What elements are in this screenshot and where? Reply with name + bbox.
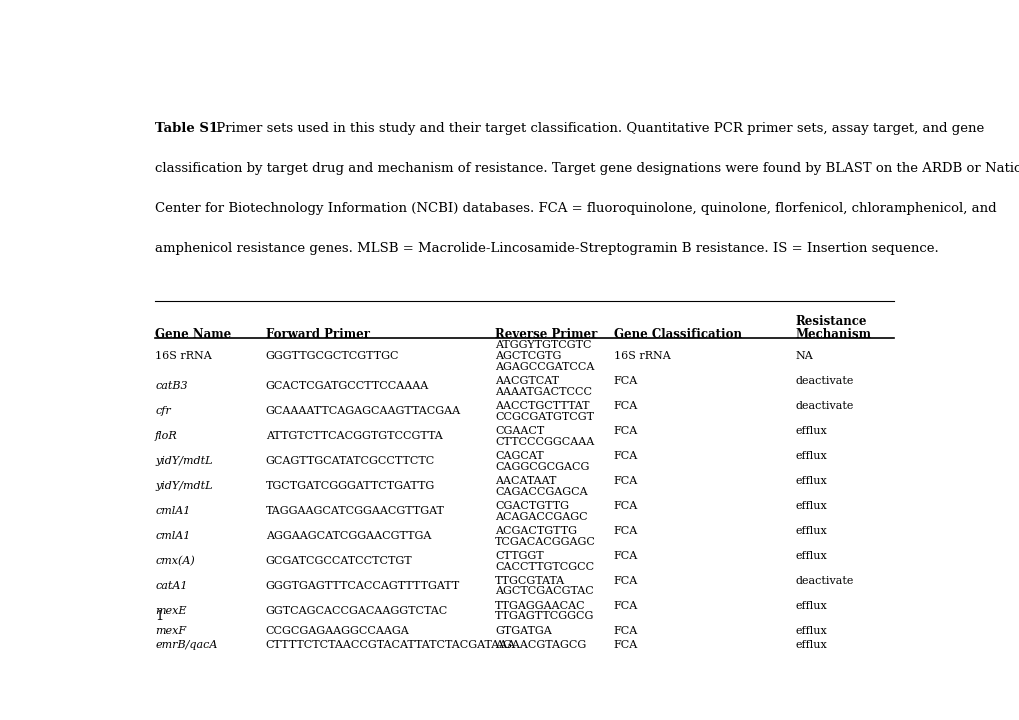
Text: CCGCGATGTCGT: CCGCGATGTCGT (494, 412, 593, 422)
Text: CTTGGT: CTTGGT (494, 551, 543, 561)
Text: AGCTCGACGTAC: AGCTCGACGTAC (494, 587, 593, 596)
Text: efflux: efflux (795, 600, 826, 611)
Text: catB3: catB3 (155, 382, 187, 392)
Text: FCA: FCA (613, 639, 637, 649)
Text: TGCTGATCGGGATTCTGATTG: TGCTGATCGGGATTCTGATTG (266, 481, 435, 491)
Text: AAAATGACTCCC: AAAATGACTCCC (494, 387, 591, 397)
Text: efflux: efflux (795, 426, 826, 436)
Text: CACCTTGTCGCC: CACCTTGTCGCC (494, 562, 594, 572)
Text: FCA: FCA (613, 501, 637, 510)
Text: CTTTTCTCTAACCGTACATTATCTACGATAAA: CTTTTCTCTAACCGTACATTATCTACGATAAA (266, 639, 516, 649)
Text: FCA: FCA (613, 551, 637, 561)
Text: Gene Name: Gene Name (155, 328, 231, 341)
Text: ATTGTCTTCACGGTGTCCGTTA: ATTGTCTTCACGGTGTCCGTTA (266, 431, 442, 441)
Text: AACCTGCTTTAT: AACCTGCTTTAT (494, 401, 589, 411)
Text: FCA: FCA (613, 526, 637, 536)
Text: FCA: FCA (613, 451, 637, 461)
Text: cfr: cfr (155, 406, 171, 416)
Text: FCA: FCA (613, 576, 637, 585)
Text: FCA: FCA (613, 401, 637, 411)
Text: yidY/mdtL: yidY/mdtL (155, 481, 212, 491)
Text: CGAACT: CGAACT (494, 426, 544, 436)
Text: TTGAGGAACAC: TTGAGGAACAC (494, 600, 585, 611)
Text: CCGCGAGAAGGCCAAGA: CCGCGAGAAGGCCAAGA (266, 626, 410, 636)
Text: GGGTGAGTTTCACCAGTTTTGATT: GGGTGAGTTTCACCAGTTTTGATT (266, 581, 460, 591)
Text: deactivate: deactivate (795, 401, 853, 411)
Text: FCA: FCA (613, 376, 637, 386)
Text: floR: floR (155, 431, 177, 441)
Text: efflux: efflux (795, 451, 826, 461)
Text: GGGTTGCGCTCGTTGC: GGGTTGCGCTCGTTGC (266, 351, 399, 361)
Text: AGAGCCGATCCA: AGAGCCGATCCA (494, 362, 594, 372)
Text: efflux: efflux (795, 501, 826, 510)
Text: Forward Primer: Forward Primer (266, 328, 370, 341)
Text: TTGCGTATA: TTGCGTATA (494, 576, 565, 585)
Text: AGCTCGTG: AGCTCGTG (494, 351, 560, 361)
Text: deactivate: deactivate (795, 376, 853, 386)
Text: CAGGCGCGACG: CAGGCGCGACG (494, 462, 589, 472)
Text: Mechanism: Mechanism (795, 328, 870, 341)
Text: amphenicol resistance genes. MLSB = Macrolide-Lincosamide-Streptogramin B resist: amphenicol resistance genes. MLSB = Macr… (155, 242, 938, 255)
Text: efflux: efflux (795, 476, 826, 486)
Text: 16S rRNA: 16S rRNA (613, 351, 669, 361)
Text: GCAGTTGCATATCGCCTTCTC: GCAGTTGCATATCGCCTTCTC (266, 456, 435, 467)
Text: classification by target drug and mechanism of resistance. Target gene designati: classification by target drug and mechan… (155, 162, 1019, 176)
Text: GCGATCGCCATCCTCTGT: GCGATCGCCATCCTCTGT (266, 556, 412, 566)
Text: TTGAGTTCGGCG: TTGAGTTCGGCG (494, 611, 594, 621)
Text: Center for Biotechnology Information (NCBI) databases. FCA = fluoroquinolone, qu: Center for Biotechnology Information (NC… (155, 202, 996, 215)
Text: deactivate: deactivate (795, 576, 853, 585)
Text: Table S1.: Table S1. (155, 122, 223, 135)
Text: efflux: efflux (795, 551, 826, 561)
Text: Primer sets used in this study and their target classification. Quantitative PCR: Primer sets used in this study and their… (212, 122, 983, 135)
Text: FCA: FCA (613, 426, 637, 436)
Text: mexF: mexF (155, 626, 186, 636)
Text: CTTCCCGGCAAA: CTTCCCGGCAAA (494, 437, 594, 447)
Text: cmlA1: cmlA1 (155, 506, 191, 516)
Text: FCA: FCA (613, 476, 637, 486)
Text: TCGACACGGAGC: TCGACACGGAGC (494, 536, 595, 546)
Text: cmlA1: cmlA1 (155, 531, 191, 541)
Text: cmx(A): cmx(A) (155, 556, 195, 567)
Text: AACGTCAT: AACGTCAT (494, 376, 558, 386)
Text: AGGAAGCATCGGAACGTTGA: AGGAAGCATCGGAACGTTGA (266, 531, 431, 541)
Text: GGTCAGCACCGACAAGGTCTAC: GGTCAGCACCGACAAGGTCTAC (266, 606, 447, 616)
Text: Resistance: Resistance (795, 315, 866, 328)
Text: efflux: efflux (795, 626, 826, 636)
Text: NA: NA (795, 351, 812, 361)
Text: CGACTGTTG: CGACTGTTG (494, 501, 569, 510)
Text: CAGACCGAGCA: CAGACCGAGCA (494, 487, 587, 497)
Text: efflux: efflux (795, 526, 826, 536)
Text: AACATAAT: AACATAAT (494, 476, 556, 486)
Text: AGAACGTAGCG: AGAACGTAGCG (494, 639, 586, 649)
Text: emrB/qacA: emrB/qacA (155, 639, 217, 649)
Text: TAGGAAGCATCGGAACGTTGAT: TAGGAAGCATCGGAACGTTGAT (266, 506, 444, 516)
Text: ACGACTGTTG: ACGACTGTTG (494, 526, 577, 536)
Text: FCA: FCA (613, 626, 637, 636)
Text: CAGCAT: CAGCAT (494, 451, 543, 461)
Text: Reverse Primer: Reverse Primer (494, 328, 597, 341)
Text: catA1: catA1 (155, 581, 187, 591)
Text: Gene Classification: Gene Classification (613, 328, 741, 341)
Text: GCAAAATTCAGAGCAAGTTACGAA: GCAAAATTCAGAGCAAGTTACGAA (266, 406, 461, 416)
Text: 16S rRNA: 16S rRNA (155, 351, 212, 361)
Text: 1: 1 (155, 611, 163, 624)
Text: GTGATGA: GTGATGA (494, 626, 551, 636)
Text: ATGGYTGTCGTC: ATGGYTGTCGTC (494, 341, 591, 351)
Text: ACAGACCGAGC: ACAGACCGAGC (494, 512, 587, 521)
Text: GCACTCGATGCCTTCCAAAA: GCACTCGATGCCTTCCAAAA (266, 382, 429, 392)
Text: yidY/mdtL: yidY/mdtL (155, 456, 212, 467)
Text: FCA: FCA (613, 600, 637, 611)
Text: mexE: mexE (155, 606, 186, 616)
Text: efflux: efflux (795, 639, 826, 649)
